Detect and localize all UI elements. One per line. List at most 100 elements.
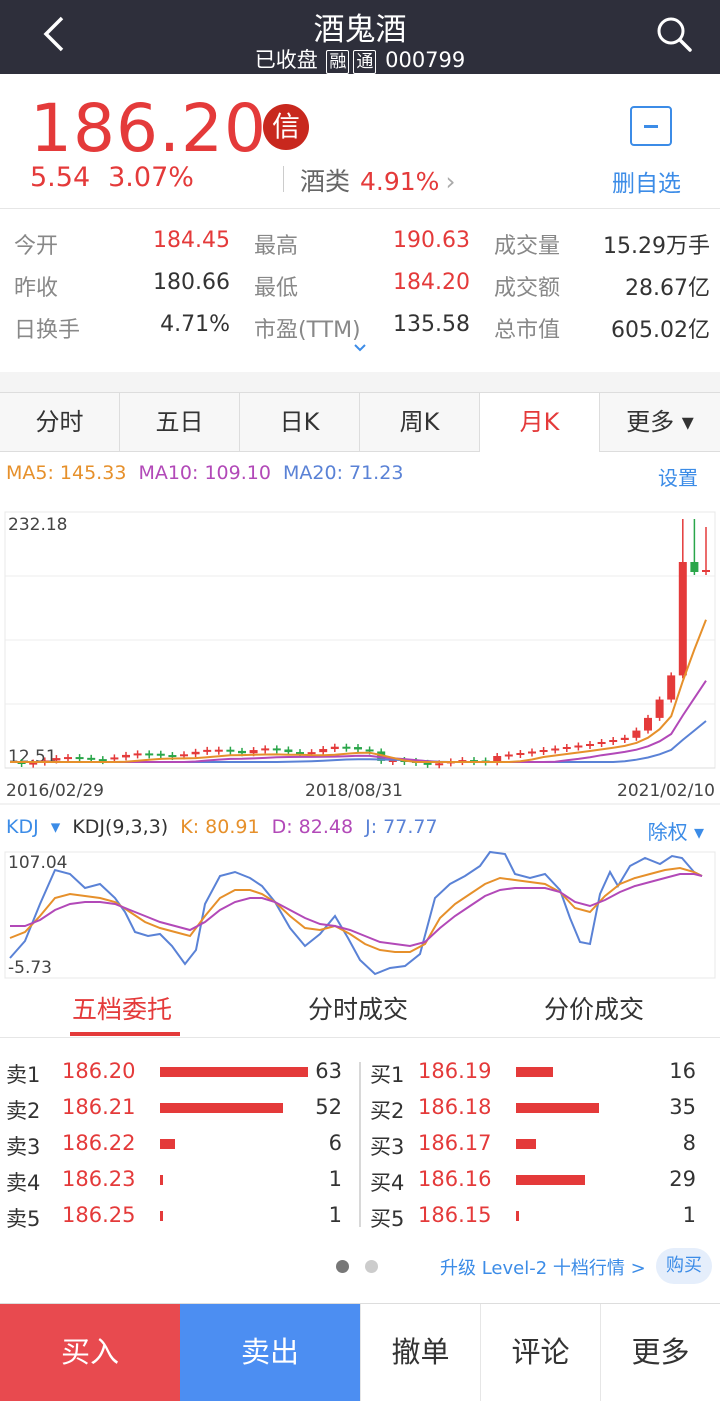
change-amount: 5.54 (30, 162, 91, 193)
tab-weekly-k[interactable]: 周K (360, 393, 480, 452)
stat-label: 最低 (254, 276, 299, 301)
x-label-end: 2021/02/10 (617, 781, 715, 801)
pager-dot[interactable] (365, 1260, 378, 1273)
level-price: 186.16 (418, 1167, 492, 1191)
candle-body (319, 749, 328, 753)
current-price: 186.20 (30, 90, 267, 167)
candle-body (75, 757, 84, 760)
remove-watchlist-label[interactable]: 删自选 (612, 171, 681, 197)
candle-body (388, 760, 397, 763)
tab-daily-k[interactable]: 日K (240, 393, 360, 452)
candle-body (620, 737, 629, 740)
candle-body (342, 746, 351, 749)
candle-body (678, 562, 687, 676)
stat-label: 今开 (14, 234, 59, 259)
sell-row: 卖2 186.21 52 (0, 1091, 360, 1125)
level-price: 186.19 (418, 1059, 492, 1083)
kdj-d-line (10, 873, 703, 948)
sell-row: 卖3 186.22 6 (0, 1127, 360, 1161)
tab-five-day[interactable]: 五日 (120, 393, 240, 452)
purchase-button[interactable]: 购买 (656, 1248, 712, 1284)
candles-group (17, 519, 710, 769)
stock-code: 000799 (385, 48, 466, 72)
level-volume: 52 (315, 1095, 342, 1119)
level-volume: 1 (682, 1203, 696, 1227)
candle-body (377, 751, 386, 761)
candle-body (562, 747, 571, 749)
tab-five-level[interactable]: 五档委托 (72, 995, 173, 1024)
candle-body (574, 745, 583, 748)
candle-body (690, 562, 699, 572)
chevron-down-icon[interactable] (352, 340, 368, 356)
remove-watchlist-icon[interactable] (630, 106, 672, 146)
tab-monthly-k[interactable]: 月K (480, 393, 600, 452)
candle-body (632, 730, 641, 738)
candle-body (493, 756, 502, 763)
buy-row: 买4 186.16 29 (364, 1163, 720, 1197)
level-label: 卖5 (6, 1207, 41, 1231)
more-button[interactable]: 更多 (600, 1304, 720, 1401)
level-label: 卖3 (6, 1135, 41, 1159)
cancel-order-button[interactable]: 撤单 (360, 1304, 480, 1401)
candle-body (435, 763, 444, 766)
candle-body (667, 675, 676, 700)
kdj-chart[interactable]: 107.04 -5.73 (0, 846, 720, 986)
indicator-selector[interactable]: KDJ ▾ (6, 816, 61, 838)
pager-dot-active[interactable] (336, 1260, 349, 1273)
stat-value: 28.67亿 (625, 276, 710, 301)
buy-row: 买3 186.17 8 (364, 1127, 720, 1161)
tab-intraday-trades[interactable]: 分时成交 (308, 995, 409, 1024)
x-label-start: 2016/02/29 (6, 781, 104, 801)
adjust-selector[interactable]: 除权 ▾ (647, 820, 704, 844)
candle-body (156, 753, 165, 756)
volume-bar (160, 1067, 308, 1077)
candle-body (29, 762, 38, 765)
search-icon[interactable] (652, 12, 696, 56)
candle-body (249, 750, 258, 754)
candle-body (539, 750, 548, 752)
comment-button[interactable]: 评论 (480, 1304, 600, 1401)
kdj-params: KDJ(9,3,3) (72, 816, 169, 838)
ma5-line (10, 619, 707, 763)
section-gap (0, 372, 720, 392)
volume-bar (160, 1139, 175, 1149)
level-price: 186.18 (418, 1095, 492, 1119)
market-status: 已收盘 融通 000799 (0, 44, 720, 74)
candle-body (191, 751, 200, 755)
candle-body (702, 570, 710, 572)
indicator-name: KDJ (6, 816, 39, 838)
buy-button[interactable]: 买入 (0, 1304, 180, 1401)
candle-body (133, 753, 142, 756)
divider (0, 208, 720, 209)
active-tab-indicator (70, 1032, 180, 1036)
sector-link[interactable]: 酒类 4.91% › (300, 162, 455, 198)
level-label: 买3 (370, 1135, 405, 1159)
adjust-label: 除权 (647, 820, 688, 844)
kline-chart[interactable]: 232.18 12.51 2016/02/29 2018/08/31 2021/… (0, 500, 720, 810)
candle-body (528, 751, 536, 754)
level-label: 买1 (370, 1063, 405, 1087)
candle-body (354, 747, 362, 750)
back-arrow-icon[interactable] (36, 12, 76, 56)
tab-price-volume[interactable]: 分价成交 (544, 995, 645, 1024)
stat-label: 成交量 (494, 234, 561, 259)
candle-body (551, 748, 560, 751)
sell-button[interactable]: 卖出 (180, 1304, 360, 1401)
upgrade-level2-link[interactable]: 升级 Level-2 十档行情 > (440, 1258, 646, 1279)
level-volume: 29 (669, 1167, 696, 1191)
margin-tag: 融 (326, 50, 350, 74)
connect-tag: 通 (353, 50, 377, 74)
stat-value: 184.45 (153, 228, 230, 253)
stock-name: 酒鬼酒 (313, 12, 407, 48)
tab-intraday[interactable]: 分时 (0, 393, 120, 452)
ma20-value: MA20: 71.23 (283, 462, 404, 484)
level-price: 186.22 (62, 1131, 136, 1155)
level-volume: 8 (682, 1131, 696, 1155)
level-volume: 1 (328, 1203, 342, 1227)
tab-more[interactable]: 更多 ▾ (626, 408, 694, 436)
settings-link[interactable]: 设置 (658, 466, 698, 490)
stat-value: 135.58 (393, 312, 470, 337)
close-status: 已收盘 (254, 48, 318, 72)
level-price: 186.23 (62, 1167, 136, 1191)
level-label: 买5 (370, 1207, 405, 1231)
